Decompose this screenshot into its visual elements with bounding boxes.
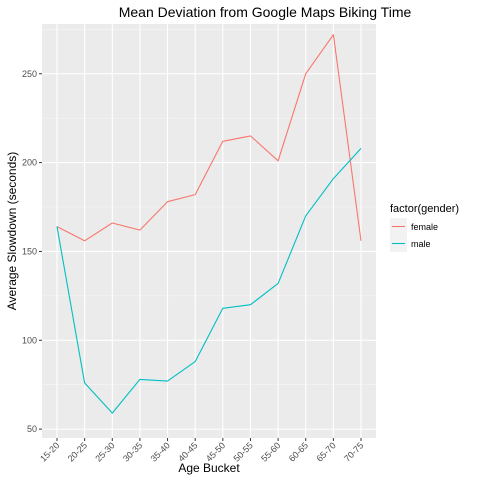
y-tick-label: 200	[22, 158, 37, 168]
y-tick-label: 150	[22, 246, 37, 256]
x-axis: 15-20 20-25 25-30 30-35 35-40 40-45 45-50 50-55…	[38, 438, 365, 464]
x-tick-label: 55-60	[259, 440, 282, 463]
legend-label-male: male	[411, 239, 431, 249]
y-axis-title: Average Slowdown (seconds)	[5, 152, 19, 311]
y-tick-label: 250	[22, 69, 37, 79]
x-tick-label: 30-35	[121, 440, 144, 463]
y-tick-label: 100	[22, 335, 37, 345]
grid-major	[42, 24, 376, 438]
legend-title: factor(gender)	[390, 203, 459, 215]
x-tick-label: 35-40	[149, 440, 172, 463]
x-tick-label: 25-30	[93, 440, 116, 463]
x-tick-label: 15-20	[38, 440, 61, 463]
x-tick-label: 20-25	[66, 440, 89, 463]
x-tick-label: 60-65	[287, 440, 310, 463]
chart-title: Mean Deviation from Google Maps Biking T…	[119, 4, 412, 20]
x-tick-label: 70-75	[342, 440, 365, 463]
series-line-male	[56, 148, 362, 414]
series-line-female	[56, 34, 362, 242]
grid-minor	[42, 29, 376, 385]
x-tick-label: 65-70	[314, 440, 337, 463]
y-tick-label: 50	[27, 424, 37, 434]
x-axis-title: Age Bucket	[178, 461, 240, 475]
plot-panel	[42, 24, 376, 438]
series-lines	[56, 34, 362, 414]
legend: factor(gender) female male	[390, 203, 459, 252]
y-axis: 50 100 150 200 250	[22, 69, 42, 434]
legend-label-female: female	[411, 222, 438, 232]
